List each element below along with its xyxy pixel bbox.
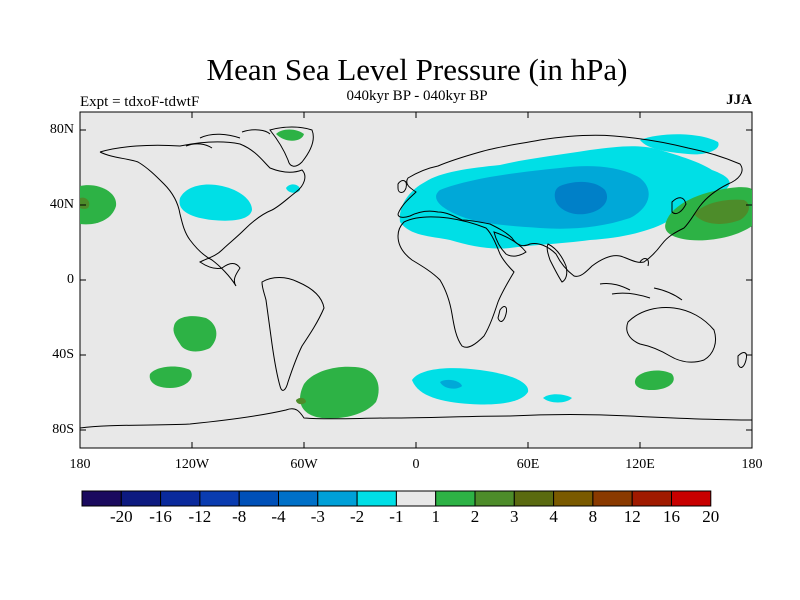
colorbar-label: -2: [350, 507, 365, 526]
colorbar-swatch: [81, 490, 122, 507]
y-tick-label: 40N: [49, 197, 74, 212]
negative-anomaly-southern-ocean: [412, 368, 529, 405]
positive-anomaly-south-pacific-2: [149, 366, 192, 388]
x-tick-label: 0: [412, 457, 420, 472]
colorbar-label: -1: [389, 507, 404, 526]
coastline-greenland: [269, 126, 314, 167]
coastline-new-zealand: [737, 352, 747, 368]
colorbar-label: 4: [549, 507, 558, 526]
negative-anomaly-arctic: [640, 134, 719, 155]
x-tick-label: 60E: [516, 457, 540, 472]
coastlines: [79, 126, 753, 429]
colorbar-swatch: [317, 490, 358, 507]
coastline-arabia: [493, 231, 527, 257]
positive-anomaly-north-pacific-west: [80, 185, 117, 225]
colorbar-label: 1: [431, 507, 440, 526]
coastline-australia: [626, 307, 717, 363]
colorbar-label: 3: [510, 507, 519, 526]
experiment-label: Expt = tdxoF-tdwtF: [80, 94, 200, 110]
colorbar-swatch: [553, 490, 594, 507]
colorbar-label: 8: [588, 507, 598, 526]
colorbar-label: -4: [271, 507, 286, 526]
colorbar-swatch: [592, 490, 633, 507]
coastline-north-america: [99, 141, 306, 287]
y-tick-label: 0: [67, 272, 74, 287]
colorbar-label: -16: [149, 507, 172, 526]
colorbar-label: -20: [109, 507, 133, 526]
coastline-arctic-islands: [185, 129, 271, 149]
coastline-madagascar: [497, 306, 507, 322]
positive-anomaly-2-3-north-pacific: [694, 199, 749, 224]
y-tick-label: 80N: [49, 122, 74, 137]
coastline-eurasia: [397, 134, 743, 277]
colorbar-swatch: [513, 490, 555, 507]
colorbar-swatch: [278, 490, 319, 507]
season-label: JJA: [726, 92, 752, 108]
negative-anomaly-north-america: [179, 184, 252, 221]
colorbar-swatch: [238, 490, 279, 507]
x-tick-label: 120E: [625, 457, 655, 472]
negative-anomaly-2-3-eurasia: [436, 166, 649, 229]
colorbar: [81, 490, 712, 507]
coastline-india: [546, 243, 568, 283]
negative-anomaly-3-4-eurasia: [554, 181, 608, 215]
colorbar-swatch: [631, 490, 673, 507]
colorbar-swatch: [356, 490, 397, 507]
colorbar-swatch: [160, 490, 201, 507]
colorbar-label: 20: [702, 507, 720, 526]
coastline-africa: [397, 216, 515, 348]
x-tick-label: 120W: [174, 457, 210, 472]
colorbar-label: 12: [623, 507, 641, 526]
colorbar-swatch: [395, 490, 437, 507]
positive-anomaly-south-atlantic: [300, 366, 379, 419]
colorbar-swatch: [435, 490, 476, 507]
coastline-southeast-asia-islands: [599, 258, 683, 301]
page-title: Mean Sea Level Pressure (in hPa): [206, 52, 628, 87]
colorbar-swatch: [199, 490, 240, 507]
axis-ticks: [80, 112, 752, 448]
coastline-uk: [397, 180, 407, 193]
colorbar-swatch: [120, 490, 162, 507]
positive-anomaly-indian-ocean: [634, 370, 674, 390]
colorbar-swatch: [474, 490, 515, 507]
negative-anomaly-southern-ocean-small: [543, 394, 572, 403]
coastline-japan: [671, 197, 687, 215]
y-tick-label: 80S: [52, 422, 74, 437]
y-tick-label: 40S: [52, 347, 74, 362]
colorbar-label: -3: [310, 507, 325, 526]
colorbar-label: 2: [470, 507, 480, 526]
colorbar-label: -12: [188, 507, 212, 526]
positive-anomaly-2-3-pacific-west: [80, 197, 90, 209]
map-subtitle: 040kyr BP - 040kyr BP: [346, 88, 488, 104]
positive-anomaly-2-3-south-atlantic: [296, 397, 306, 405]
x-tick-label: 60W: [290, 457, 318, 472]
colorbar-label: -8: [232, 507, 247, 526]
negative-anomaly-southern-ocean-core: [440, 379, 462, 389]
positive-anomaly-south-pacific-1: [173, 316, 217, 352]
colorbar-swatch: [671, 490, 712, 507]
positive-anomaly-greenland: [276, 129, 304, 141]
x-tick-label: 180: [69, 457, 91, 472]
negative-anomaly-atlantic: [286, 184, 300, 193]
coastline-antarctica: [79, 408, 753, 429]
coastline-south-america: [261, 277, 325, 391]
x-tick-label: 180: [741, 457, 763, 472]
colorbar-label: 16: [663, 507, 680, 526]
